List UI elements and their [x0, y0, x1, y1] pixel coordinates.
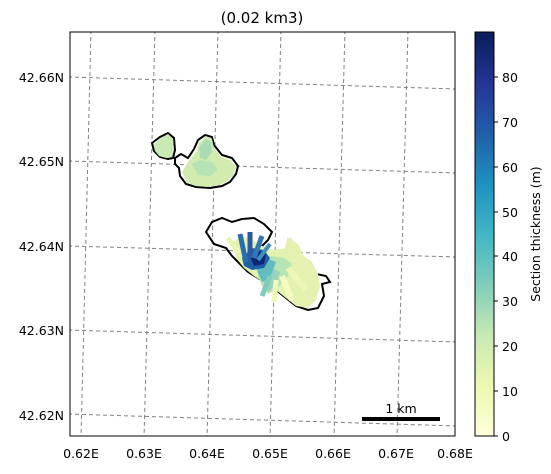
parallel-42-65n [70, 160, 455, 174]
x-tick-label: 0.62E [63, 446, 99, 461]
x-tick-label: 0.66E [315, 446, 351, 461]
x-tick-label: 0.64E [189, 446, 225, 461]
glacier-north-thickness-c [199, 139, 212, 160]
flowline-7 [271, 279, 279, 303]
flowline-1 [237, 233, 249, 263]
meridian-0-65e [269, 32, 282, 436]
glacier-north-thickness-d [192, 160, 218, 176]
parallel-42-66n [70, 76, 455, 90]
colorbar-tick-label: 40 [502, 249, 518, 264]
colorbar-gradient [474, 31, 495, 437]
glacier-south [204, 216, 332, 312]
y-tick-label: 42.65N [19, 154, 64, 169]
x-tick-label: 0.68E [437, 446, 473, 461]
x-tick-label: 0.63E [126, 446, 162, 461]
map-axes: 1 km 42.66N 42.65N 42.64N 42.63N 42.62N … [19, 30, 473, 461]
meridian-0-63e [143, 32, 156, 436]
map-frame [69, 31, 456, 437]
meridian-0-62e [80, 32, 92, 436]
meridian-0-66e [333, 32, 346, 436]
glacier-south-outline [204, 216, 332, 312]
scale-bar: 1 km [362, 401, 440, 421]
colorbar-tick-label: 80 [502, 70, 518, 85]
colorbar-tick-labels: 0 10 20 30 40 50 60 70 80 [502, 70, 518, 444]
y-tick-label: 42.62N [19, 408, 64, 423]
parallel-42-63n [70, 329, 455, 343]
flowline-8 [279, 274, 295, 302]
parallel-gridlines [70, 76, 455, 427]
y-tick-labels: 42.66N 42.65N 42.64N 42.63N 42.62N [19, 70, 64, 423]
colorbar: 0 10 20 30 40 50 60 70 80 Section thickn… [474, 31, 543, 444]
colorbar-label: Section thickness (m) [528, 166, 543, 301]
colorbar-tick-label: 60 [502, 160, 518, 175]
meridian-0-64e [206, 32, 219, 436]
meridian-0-68e [460, 30, 471, 438]
glacier-north-thickness-a [154, 134, 174, 158]
colorbar-tick-label: 10 [502, 384, 518, 399]
x-tick-label: 0.65E [252, 446, 288, 461]
colorbar-tick-label: 20 [502, 339, 518, 354]
colorbar-tick-label: 50 [502, 205, 518, 220]
flowline-5 [225, 236, 241, 254]
glacier-north-outline [150, 131, 240, 190]
y-tick-label: 42.64N [19, 239, 64, 254]
scale-bar-label: 1 km [385, 401, 416, 416]
colorbar-tick-label: 70 [502, 115, 518, 130]
colorbar-tick-label: 0 [502, 429, 510, 444]
flowline-10 [291, 259, 313, 273]
flowline-4 [256, 242, 272, 262]
flowline-9 [285, 266, 309, 292]
glacier-north [150, 131, 240, 190]
flowline-6 [259, 275, 273, 297]
parallel-42-62n [70, 413, 455, 427]
flowline-sections [225, 232, 313, 303]
flowline-3 [251, 235, 265, 259]
x-tick-label: 0.67E [378, 446, 414, 461]
meridian-0-67e [396, 32, 409, 436]
parallel-42-64n [70, 245, 455, 258]
meridian-gridlines [80, 30, 471, 438]
y-tick-label: 42.66N [19, 70, 64, 85]
colorbar-tick-label: 30 [502, 294, 518, 309]
flowline-11 [283, 237, 293, 255]
colorbar-ticks [494, 76, 498, 437]
map-title: (0.02 km3) [221, 9, 304, 27]
y-tick-label: 42.63N [19, 323, 64, 338]
x-tick-labels: 0.62E 0.63E 0.64E 0.65E 0.66E 0.67E 0.68… [63, 446, 473, 461]
